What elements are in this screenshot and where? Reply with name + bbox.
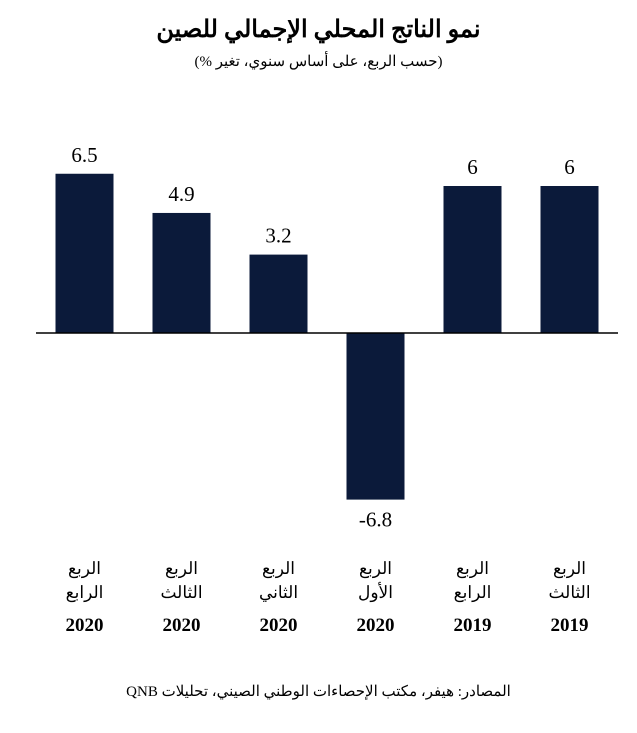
- source-note: المصادر: هيفر، مكتب الإحصاءات الوطني الص…: [126, 684, 511, 700]
- category-label-line2: الرابع: [454, 583, 492, 603]
- category-label-line1: الربع: [456, 559, 489, 579]
- data-label: -6.8: [359, 508, 392, 532]
- data-label: 6.5: [71, 143, 97, 167]
- bar: [152, 212, 211, 333]
- chart-title: نمو الناتج المحلي الإجمالي للصين: [156, 17, 481, 43]
- bar-chart: 6.5 الربع الرابع 2020 4.9 الربع الثالث 2020 3.2 ا…: [36, 143, 618, 636]
- data-label: 6: [564, 155, 575, 179]
- category-label-line2: الثاني: [259, 583, 298, 602]
- bar: [55, 173, 114, 333]
- bar: [346, 333, 405, 500]
- category-label-year: 2019: [454, 615, 492, 636]
- data-label: 4.9: [168, 182, 194, 206]
- category-label-year: 2020: [357, 615, 395, 636]
- bar: [443, 186, 502, 333]
- category-label-year: 2020: [260, 615, 298, 636]
- category-label-line2: الثالث: [548, 583, 590, 602]
- chart-subtitle: (حسب الربع، على أساس سنوي، تغير %): [194, 54, 443, 70]
- category-label-year: 2020: [66, 615, 104, 636]
- category-label-line1: الربع: [262, 559, 295, 579]
- category-label-line2: الأول: [358, 582, 393, 603]
- bar: [540, 186, 599, 333]
- category-label-line2: الثالث: [160, 583, 202, 602]
- category-label-line1: الربع: [359, 559, 392, 579]
- data-label: 6: [467, 155, 478, 179]
- data-label: 3.2: [265, 224, 291, 248]
- category-label-line1: الربع: [165, 559, 198, 579]
- category-label-year: 2020: [163, 615, 201, 636]
- category-label-line1: الربع: [553, 559, 586, 579]
- category-label-line1: الربع: [68, 559, 101, 579]
- category-label-line2: الرابع: [66, 583, 104, 603]
- category-label-year: 2019: [551, 615, 589, 636]
- bar: [249, 254, 308, 333]
